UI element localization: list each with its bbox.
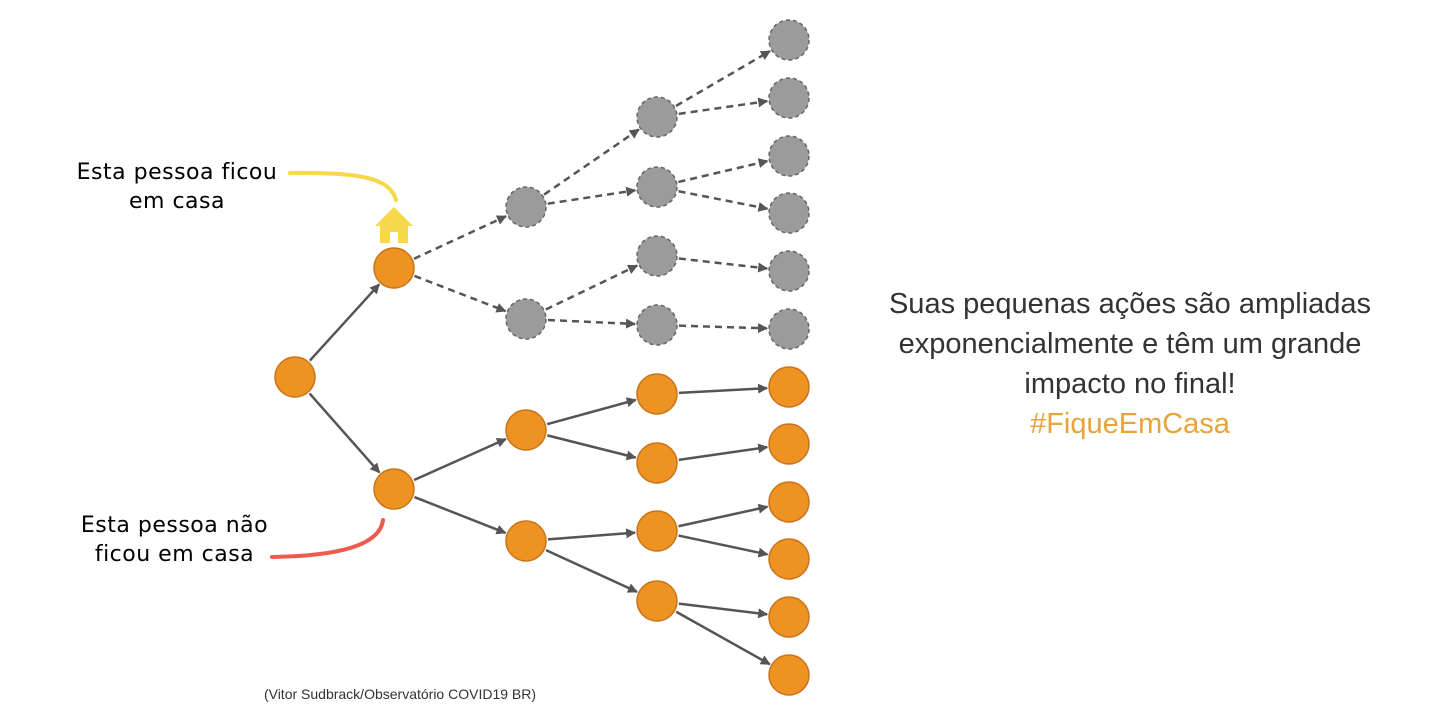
edge-b11-o1 <box>678 383 769 395</box>
edge-a11-g1 <box>675 50 771 107</box>
not-stayed-home-label-line1: Esta pessoa não <box>80 513 269 538</box>
person-node-avoided-g6 <box>768 308 810 350</box>
person-node-not-home-b <box>373 468 415 510</box>
person-node-not-home-o2 <box>768 423 810 465</box>
image-credit: (Vitor Sudbrack/Observatório COVID19 BR) <box>263 686 537 702</box>
edge-root-a <box>308 283 381 362</box>
person-node-avoided-g5 <box>768 250 810 292</box>
edge-b21-o3 <box>678 503 769 528</box>
person-node-not-home-o4 <box>768 538 810 580</box>
person-node-avoided-g1 <box>768 19 810 61</box>
person-node-not-home-root <box>274 356 316 398</box>
person-node-not-home-b21 <box>636 510 678 552</box>
not-stayed-home-label: Esta pessoa não ficou em casa <box>62 511 287 569</box>
person-node-avoided-a2 <box>505 298 547 340</box>
person-node-avoided-g4 <box>768 192 810 234</box>
stayed-home-label-line1: Esta pessoa ficou <box>76 160 278 185</box>
person-node-avoided-a1 <box>505 186 547 228</box>
stayed-home-callout-curve <box>288 170 398 202</box>
edge-a-a1 <box>413 215 507 260</box>
person-node-not-home-b22 <box>636 580 678 622</box>
person-node-not-home-o3 <box>768 481 810 523</box>
edge-a2-a22 <box>547 318 637 329</box>
edge-a22-g6 <box>678 323 769 334</box>
edge-a2-a21 <box>545 264 639 311</box>
edge-b22-o6 <box>675 610 771 666</box>
edge-root-b <box>308 392 381 474</box>
nodes <box>274 19 810 696</box>
not-stayed-home-callout-curve <box>270 518 385 559</box>
person-node-avoided-g3 <box>768 135 810 177</box>
edge-b21-o4 <box>678 534 769 558</box>
message-line-3: impacto no final! <box>1024 368 1236 400</box>
edge-b12-o2 <box>678 443 769 462</box>
edge-a12-g4 <box>678 190 769 212</box>
hashtag: #FiqueEmCasa <box>1030 408 1230 440</box>
edge-a21-g5 <box>678 257 769 273</box>
person-node-not-home-b12 <box>636 442 678 484</box>
person-node-not-home-b2 <box>505 520 547 562</box>
person-node-not-home-b1 <box>505 409 547 451</box>
edge-a12-g3 <box>678 158 769 184</box>
edge-b22-o5 <box>678 602 769 619</box>
person-node-avoided-a22 <box>636 304 678 346</box>
person-node-avoided-a12 <box>636 166 678 208</box>
person-node-avoided-a21 <box>636 235 678 277</box>
edge-b-b1 <box>413 437 507 482</box>
message-block: Suas pequenas ações são ampliadas expone… <box>830 284 1430 444</box>
person-node-not-home-o1 <box>768 366 810 408</box>
stayed-home-label: Esta pessoa ficou em casa <box>62 158 292 216</box>
edge-a1-a11 <box>543 128 640 196</box>
stayed-home-label-line2: em casa <box>129 189 225 214</box>
edge-b2-b21 <box>547 528 637 541</box>
person-node-avoided-g2 <box>768 77 810 119</box>
person-node-not-home-a <box>373 247 415 289</box>
message-line-2: exponencialmente e têm um grande <box>898 328 1362 360</box>
not-stayed-home-label-line2: ficou em casa <box>94 542 255 567</box>
edge-a1-a12 <box>547 186 637 205</box>
edges <box>308 50 771 666</box>
edge-b1-b12 <box>547 434 637 461</box>
message-line-1: Suas pequenas ações são ampliadas <box>888 288 1372 320</box>
person-node-not-home-b11 <box>636 373 678 415</box>
edge-b-b2 <box>414 495 507 535</box>
person-node-not-home-o5 <box>768 596 810 638</box>
person-node-not-home-o6 <box>768 654 810 696</box>
edge-b2-b22 <box>545 549 638 593</box>
edge-a11-g2 <box>678 97 769 116</box>
person-node-avoided-a11 <box>636 96 678 138</box>
edge-b1-b11 <box>546 397 637 426</box>
house-icon <box>375 207 413 243</box>
edge-a-a2 <box>414 274 507 313</box>
